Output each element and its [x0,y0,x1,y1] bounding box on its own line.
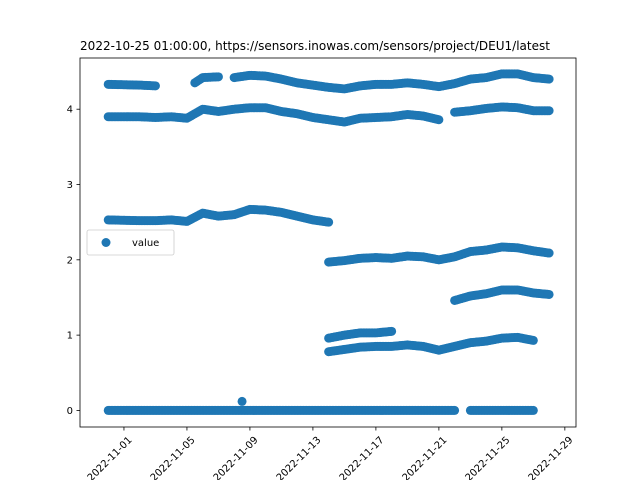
y-tick-label: 3 [67,180,73,191]
y-axis: 0 1 2 3 4 [67,105,80,417]
data-point [544,106,554,116]
legend-box [86,229,175,256]
data-point [387,326,397,336]
data-point [528,405,538,415]
data-point [528,335,538,345]
chart-title: 2022-10-25 01:00:00, https://sensors.ino… [80,39,550,53]
data-point [150,81,160,91]
legend-marker [101,238,111,247]
data-point [237,396,247,406]
data-points [103,69,554,415]
data-point [544,74,554,84]
data-point [544,289,554,299]
plot-frame [79,57,577,428]
y-tick-label: 4 [67,105,73,116]
data-point [450,405,460,415]
data-point [324,217,334,227]
y-tick-label: 0 [67,406,73,417]
legend: value [86,229,175,256]
data-point [213,72,223,82]
legend-label-value: value [132,238,159,249]
y-tick-label: 2 [67,255,73,266]
data-point [544,248,554,258]
y-tick-label: 1 [67,331,73,342]
data-point [434,115,444,125]
